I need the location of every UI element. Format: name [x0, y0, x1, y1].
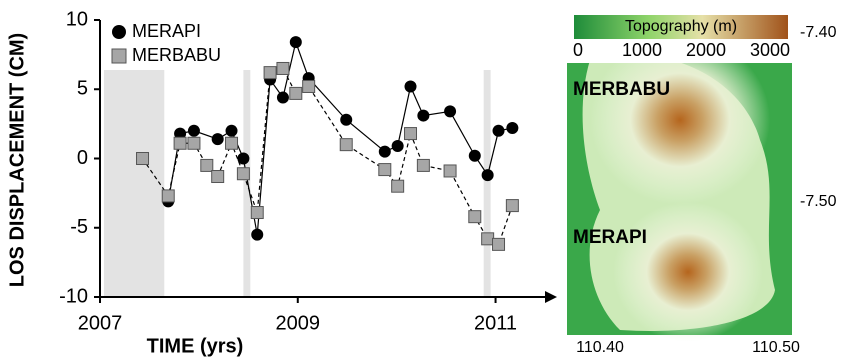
point: [506, 122, 518, 134]
y-tick-label: 0: [77, 147, 88, 169]
point: [237, 168, 249, 180]
colorbar-tick-label: 0: [573, 40, 583, 60]
colorbar-tick-label: 3000: [750, 40, 790, 60]
y-tick-label: -10: [59, 285, 88, 307]
point: [201, 159, 213, 171]
point: [405, 80, 417, 92]
merapi-peak: [613, 202, 763, 342]
colorbar-tick-label: 1000: [622, 40, 662, 60]
x-axis-title: TIME (yrs): [147, 335, 244, 357]
volcano-label: MERAPI: [573, 227, 647, 248]
point: [379, 146, 391, 158]
point: [469, 150, 481, 162]
point: [290, 36, 302, 48]
point: [379, 164, 391, 176]
point: [482, 233, 494, 245]
map-panel: Topography (m) MERBABU MERAPI -7.40 -7.5…: [567, 15, 837, 356]
y-tick-label: 5: [77, 78, 88, 100]
legend-label: MERBABU: [132, 45, 221, 65]
point: [277, 92, 289, 104]
point: [188, 125, 200, 137]
point: [493, 238, 505, 250]
point: [303, 80, 315, 92]
colorbar-tick-label: 2000: [686, 40, 726, 60]
shaded-period: [104, 70, 164, 297]
point: [392, 180, 404, 192]
series-line: [143, 68, 513, 244]
point: [392, 140, 404, 152]
y-tick-label: 10: [66, 8, 88, 30]
point: [264, 67, 276, 79]
point: [174, 137, 186, 149]
x-axis-arrow: [545, 291, 557, 303]
colorbar-title: Topography (m): [625, 18, 737, 35]
point: [469, 211, 481, 223]
point: [340, 114, 352, 126]
point: [212, 133, 224, 145]
legend-marker: [112, 49, 126, 63]
point: [188, 137, 200, 149]
lon-label: 110.40: [576, 339, 624, 356]
point: [277, 62, 289, 74]
point: [405, 128, 417, 140]
y-axis-title: LOS DISPLACEMENT (CM): [6, 33, 28, 287]
plot-area: -10 -5 0 5 10 2007 2009 2011 MERAPI MERBABU: [59, 8, 557, 334]
point: [417, 159, 429, 171]
figure: -10 -5 0 5 10 2007 2009 2011 MERAPI MERBABU TIME …: [0, 0, 847, 360]
point: [162, 190, 174, 202]
volcano-label: MERBABU: [573, 79, 670, 100]
lat-label: -7.40: [800, 24, 837, 41]
lat-label: -7.50: [800, 193, 837, 210]
point: [137, 153, 149, 165]
point: [444, 165, 456, 177]
point: [212, 171, 224, 183]
point: [506, 200, 518, 212]
point: [417, 110, 429, 122]
point: [444, 105, 456, 117]
point: [493, 125, 505, 137]
point: [340, 139, 352, 151]
point: [226, 137, 238, 149]
point: [290, 87, 302, 99]
lon-label: 110.50: [752, 339, 800, 356]
point: [482, 169, 494, 181]
y-tick-label: -5: [70, 216, 88, 238]
point: [251, 207, 263, 219]
x-tick-label: 2011: [474, 312, 517, 334]
legend-marker: [112, 25, 126, 39]
point: [251, 229, 263, 241]
legend-label: MERAPI: [132, 21, 201, 41]
point: [226, 125, 238, 137]
shaded-period: [484, 70, 491, 297]
x-tick-label: 2007: [78, 312, 123, 334]
x-tick-label: 2009: [276, 312, 321, 334]
